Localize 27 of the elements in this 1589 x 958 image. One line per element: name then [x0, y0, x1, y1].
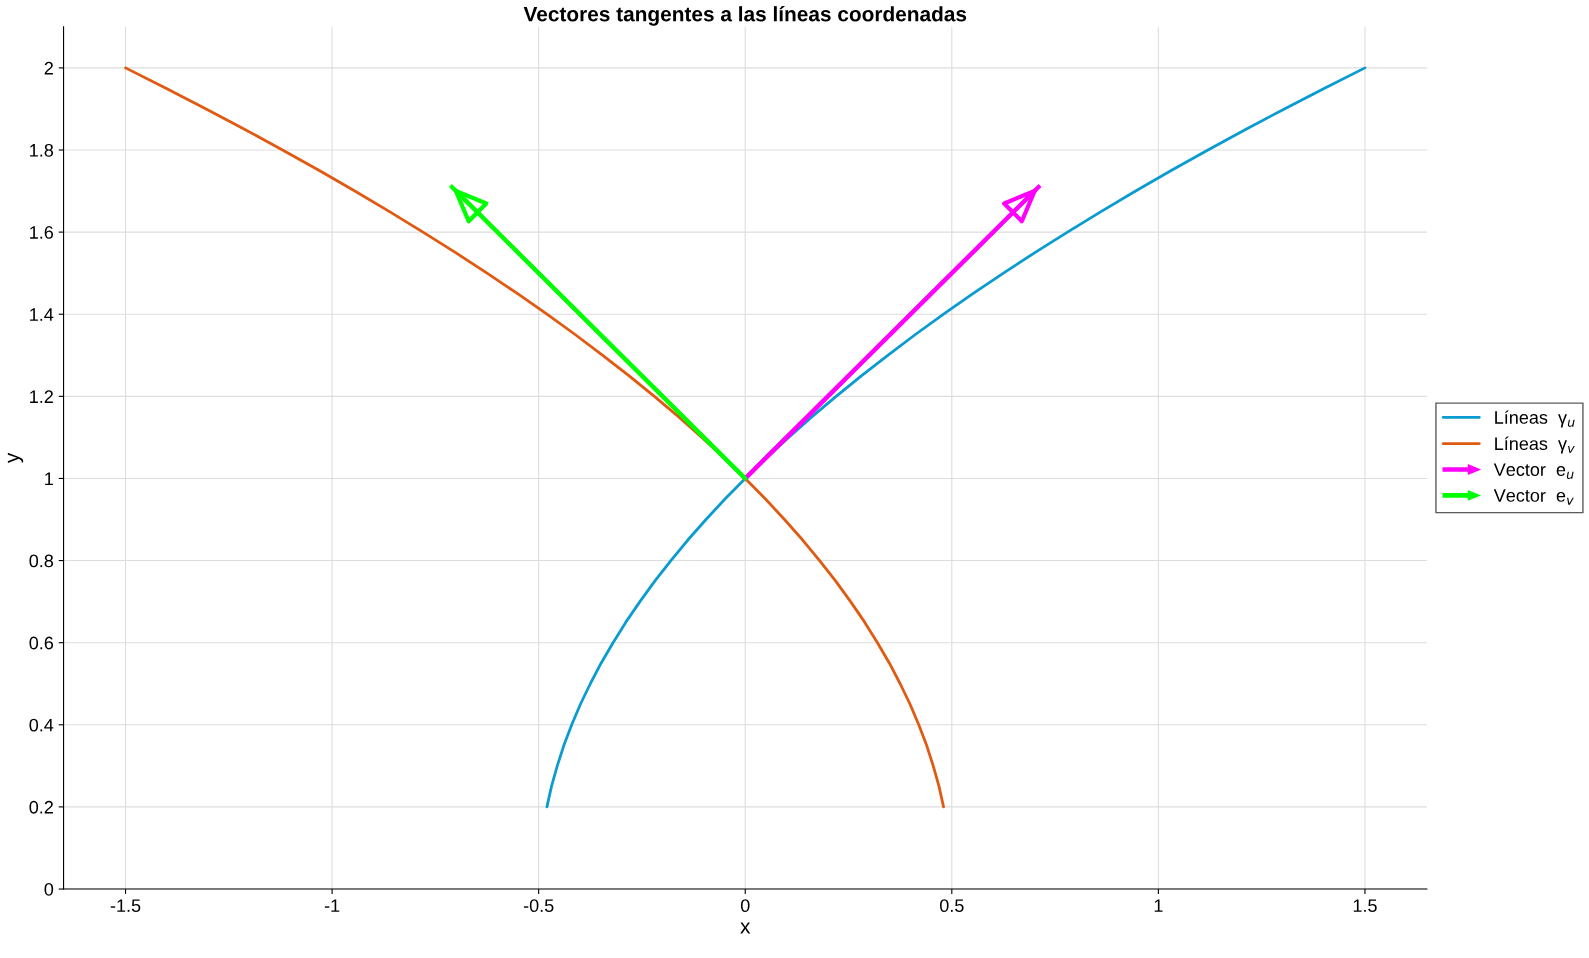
y-tick-label: 0.4: [29, 718, 54, 732]
x-tick-label: -1.5: [110, 899, 141, 913]
x-tick-label: 0.5: [939, 899, 964, 913]
y-tick-label: 0.2: [29, 800, 53, 814]
y-axis-title: y: [7, 452, 24, 464]
x-axis-title: x: [740, 922, 751, 934]
x-tick-label: 0: [740, 899, 750, 913]
y-tick-label: 0.8: [29, 554, 54, 568]
legend-label: Líneas γ$_{v}$: [1495, 436, 1575, 454]
x-tick-label: -0.5: [523, 899, 554, 913]
legend-label: Líneas γ$_{u}$: [1495, 410, 1575, 428]
y-tick-label: 1: [45, 472, 53, 485]
legend-label: Vector e$_{u}$: [1493, 463, 1574, 479]
x-tick-label: 1: [1154, 899, 1163, 912]
y-tick-label: 0: [44, 882, 54, 896]
y-tick-label: 1.8: [30, 143, 54, 157]
y-tick-label: 1.2: [30, 390, 53, 403]
chart-title: Vectores tangentes a las líneas coordenadas: [523, 5, 967, 26]
x-tick-label: -1: [324, 899, 340, 912]
y-tick-label: 1.6: [30, 226, 54, 239]
y-tick-label: 0.6: [29, 636, 54, 650]
line-series: [124, 66, 945, 809]
line-series: [545, 66, 1367, 809]
y-tick-label: 1.4: [30, 308, 54, 321]
y-tick-label: 2: [44, 61, 53, 75]
legend-label: Vector e$_{v}$: [1493, 489, 1574, 505]
x-tick-label: 1.5: [1353, 899, 1377, 913]
